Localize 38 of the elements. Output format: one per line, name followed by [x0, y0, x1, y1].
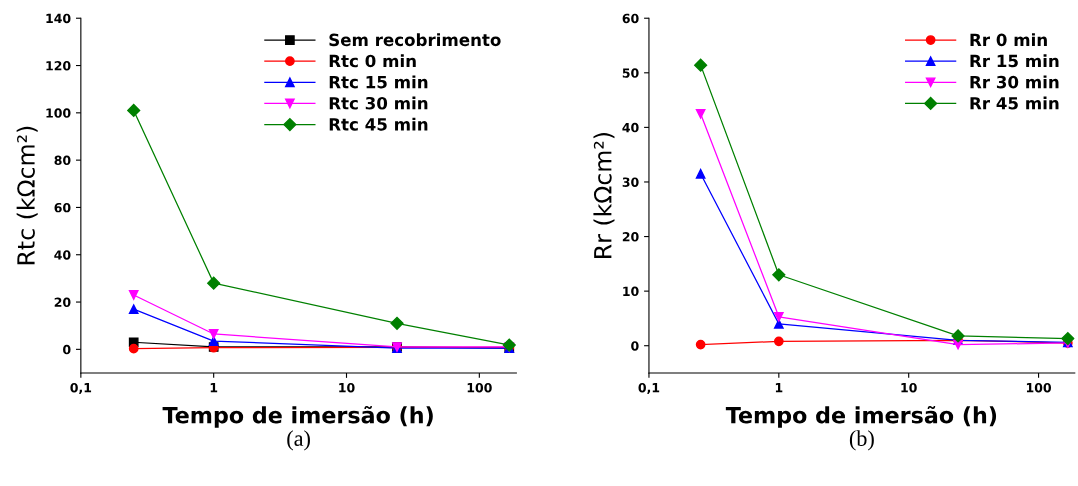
x-tick-label: 0,1: [70, 382, 92, 394]
y-axis-title: Rtc (kΩcm²): [16, 126, 38, 265]
text: (b): [849, 430, 874, 451]
legend-label: Rr 30 min: [970, 75, 1059, 89]
y-tick-label: 10: [623, 286, 639, 297]
y-tick-label: 0: [631, 341, 639, 351]
y-tick-label: 60: [54, 202, 71, 213]
legend-label: Rr 45 min: [970, 96, 1059, 110]
x-tick-label: 10: [339, 382, 355, 393]
legend-label: Rr 0 min: [970, 33, 1047, 47]
x-tick-label: 10: [901, 382, 917, 393]
x-tick-label: 1: [775, 383, 783, 393]
legend-label: Rtc 45 min: [329, 117, 428, 131]
y-tick-label: 50: [622, 68, 639, 78]
y-axis-title: Rr (kΩcm²): [593, 133, 615, 258]
x-axis-title: Tempo de imersão (h): [725, 405, 997, 428]
legend-label: Rtc 30 min: [329, 96, 428, 110]
x-tick-label: 0,1: [638, 382, 660, 394]
y-tick-label: 20: [54, 297, 71, 307]
y-tick-label: 140: [46, 13, 71, 24]
y-tick-label: 20: [622, 232, 639, 242]
x-tick-label: 100: [1026, 382, 1052, 393]
y-tick-label: 60: [622, 13, 639, 24]
y-tick-label: 80: [54, 155, 71, 166]
y-tick-label: 30: [622, 177, 639, 187]
y-tick-label: 100: [46, 108, 71, 118]
y-tick-label: 40: [622, 122, 639, 133]
x-tick-label: 1: [210, 383, 218, 393]
legend-label: Rtc 15 min: [329, 75, 428, 89]
text: (a): [287, 430, 310, 451]
y-tick-label: 40: [54, 250, 71, 260]
legend-label: Sem recobrimento: [329, 33, 501, 47]
legend-label: Rtc 0 min: [329, 54, 416, 68]
x-tick-label: 100: [467, 382, 492, 393]
x-axis-title: Tempo de imersão (h): [162, 405, 433, 428]
legend-label: Rr 15 min: [970, 54, 1059, 68]
y-tick-label: 120: [46, 61, 71, 71]
y-tick-label: 0: [63, 344, 71, 355]
